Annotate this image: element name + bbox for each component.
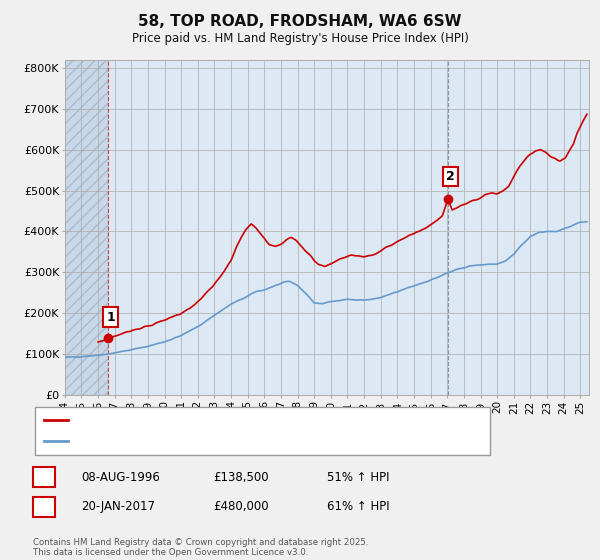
- Text: 2: 2: [40, 500, 48, 514]
- Text: 20-JAN-2017: 20-JAN-2017: [81, 500, 155, 514]
- Text: 2: 2: [446, 170, 455, 183]
- Text: 61% ↑ HPI: 61% ↑ HPI: [327, 500, 389, 514]
- Text: Price paid vs. HM Land Registry's House Price Index (HPI): Price paid vs. HM Land Registry's House …: [131, 32, 469, 45]
- Text: 58, TOP ROAD, FRODSHAM, WA6 6SW (detached house): 58, TOP ROAD, FRODSHAM, WA6 6SW (detache…: [74, 416, 386, 426]
- Text: 58, TOP ROAD, FRODSHAM, WA6 6SW: 58, TOP ROAD, FRODSHAM, WA6 6SW: [138, 14, 462, 29]
- Text: 51% ↑ HPI: 51% ↑ HPI: [327, 470, 389, 484]
- Text: 1: 1: [106, 310, 115, 324]
- Text: HPI: Average price, detached house, Cheshire West and Chester: HPI: Average price, detached house, Ches…: [74, 436, 431, 446]
- Text: £138,500: £138,500: [213, 470, 269, 484]
- Text: 1: 1: [40, 470, 48, 484]
- Text: 08-AUG-1996: 08-AUG-1996: [81, 470, 160, 484]
- Bar: [65, 60, 109, 395]
- Text: Contains HM Land Registry data © Crown copyright and database right 2025.
This d: Contains HM Land Registry data © Crown c…: [33, 538, 368, 557]
- Text: £480,000: £480,000: [213, 500, 269, 514]
